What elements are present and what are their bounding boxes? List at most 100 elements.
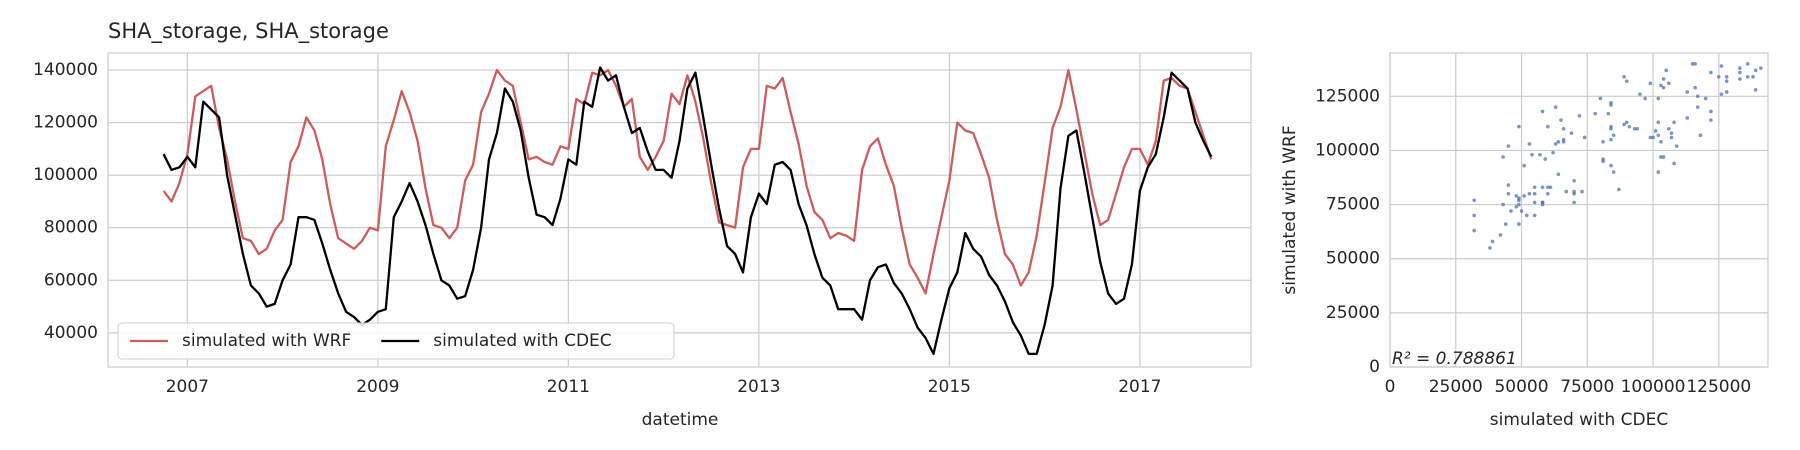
scatter-point bbox=[1517, 124, 1521, 129]
scatter-point bbox=[1517, 198, 1521, 203]
scatter-point bbox=[1753, 88, 1758, 92]
scatter-point bbox=[1738, 77, 1742, 81]
scatter-point bbox=[1580, 189, 1584, 194]
scatter-point bbox=[1556, 139, 1561, 144]
scatter-point bbox=[1724, 75, 1729, 79]
scatter-point bbox=[1745, 75, 1750, 79]
x-tick-label: 0 bbox=[1385, 377, 1396, 397]
scatter-point bbox=[1522, 194, 1526, 198]
scatter-point bbox=[1551, 150, 1555, 155]
scatter-point bbox=[1561, 126, 1566, 131]
scatter-point bbox=[1656, 120, 1661, 125]
scatter-point bbox=[1695, 94, 1700, 99]
scatter-point bbox=[1656, 170, 1661, 174]
scatter-point bbox=[1490, 239, 1495, 244]
scatter-point bbox=[1617, 187, 1621, 192]
scatter-point bbox=[1635, 126, 1640, 131]
scatter-point bbox=[1724, 90, 1729, 94]
scatter-point bbox=[1690, 62, 1695, 66]
scatter-point bbox=[1543, 157, 1547, 161]
scatter-point bbox=[1685, 116, 1690, 120]
scatter-point bbox=[1659, 139, 1663, 144]
scatter-point bbox=[1624, 79, 1629, 83]
scatter-point bbox=[1532, 200, 1537, 205]
scatter-point bbox=[1501, 202, 1505, 207]
scatter-point bbox=[1651, 135, 1655, 140]
scatter-point bbox=[1609, 137, 1613, 142]
scatter-point bbox=[1693, 85, 1697, 90]
scatter-point bbox=[1472, 213, 1476, 218]
scatter-point bbox=[1609, 163, 1613, 168]
scatter-point bbox=[1709, 70, 1713, 75]
scatter-point bbox=[1577, 114, 1582, 118]
y-tick-label: 0 bbox=[1369, 357, 1380, 377]
scatter-point bbox=[1661, 85, 1666, 90]
y-tick-label: 120000 bbox=[33, 113, 98, 133]
scatter-point bbox=[1546, 191, 1550, 196]
scatter-point bbox=[1559, 118, 1563, 122]
y-tick-label: 50000 bbox=[1326, 249, 1380, 269]
axes-frame bbox=[1389, 52, 1769, 368]
y-tick-label: 125000 bbox=[1315, 86, 1380, 106]
scatter-point bbox=[1724, 79, 1729, 83]
scatter-point bbox=[1540, 185, 1545, 190]
scatter-point bbox=[1530, 152, 1534, 157]
x-tick-label: 2011 bbox=[547, 377, 590, 397]
scatter-point bbox=[1540, 109, 1545, 114]
scatter-point bbox=[1611, 133, 1616, 138]
scatter-point bbox=[1564, 189, 1569, 194]
scatter-point bbox=[1517, 222, 1521, 226]
x-tick-label: 100000 bbox=[1621, 377, 1686, 397]
scatter-point bbox=[1664, 68, 1669, 73]
scatter-point bbox=[1648, 81, 1653, 86]
x-tick-label: 125000 bbox=[1686, 377, 1751, 397]
scatter-point bbox=[1506, 183, 1511, 187]
scatter-point bbox=[1601, 157, 1605, 161]
scatter-point bbox=[1503, 222, 1508, 226]
scatter-point bbox=[1738, 70, 1742, 75]
scatter-point bbox=[1638, 92, 1642, 96]
scatter-point bbox=[1519, 209, 1524, 213]
scatter-point bbox=[1553, 142, 1558, 146]
scatter-point bbox=[1698, 133, 1703, 138]
scatter-point bbox=[1611, 170, 1616, 174]
x-tick-label: 2007 bbox=[166, 377, 209, 397]
scatter-point bbox=[1659, 83, 1663, 88]
scatter-point bbox=[1606, 111, 1611, 116]
scatter-point bbox=[1717, 75, 1721, 79]
scatter-point bbox=[1601, 139, 1605, 144]
scatter-point bbox=[1517, 202, 1521, 207]
x-tick-label: 2013 bbox=[737, 377, 780, 397]
scatter-point bbox=[1522, 163, 1526, 168]
scatter-point bbox=[1524, 213, 1529, 218]
scatter-point bbox=[1509, 209, 1513, 213]
series-line bbox=[162, 66, 1213, 356]
scatter-point bbox=[1593, 111, 1597, 116]
scatter-point bbox=[1661, 155, 1666, 159]
scatter-point bbox=[1709, 109, 1713, 114]
legend-label: simulated with WRF bbox=[182, 331, 351, 351]
y-tick-label: 80000 bbox=[44, 218, 98, 238]
scatter-point bbox=[1674, 144, 1679, 148]
scatter-point bbox=[1719, 64, 1724, 68]
scatter-point bbox=[1751, 75, 1755, 79]
scatter-point bbox=[1527, 142, 1532, 146]
legend: simulated with WRF simulated with CDEC bbox=[117, 322, 675, 360]
x-axis-label: datetime bbox=[642, 410, 719, 430]
scatter-point bbox=[1506, 191, 1511, 196]
scatter-point bbox=[1556, 172, 1561, 177]
scatter-point bbox=[1632, 126, 1637, 131]
scatter-point bbox=[1609, 126, 1613, 131]
scatter-point bbox=[1472, 228, 1476, 233]
scatter-point bbox=[1598, 96, 1603, 101]
axes-frame bbox=[107, 52, 1252, 368]
scatter-point bbox=[1672, 120, 1676, 125]
scatter-point bbox=[1669, 135, 1674, 140]
y-tick-label: 140000 bbox=[33, 60, 98, 80]
scatter-point bbox=[1532, 185, 1537, 190]
scatter-point bbox=[1553, 105, 1558, 109]
x-tick-label: 2017 bbox=[1118, 377, 1161, 397]
y-tick-label: 75000 bbox=[1326, 195, 1380, 215]
